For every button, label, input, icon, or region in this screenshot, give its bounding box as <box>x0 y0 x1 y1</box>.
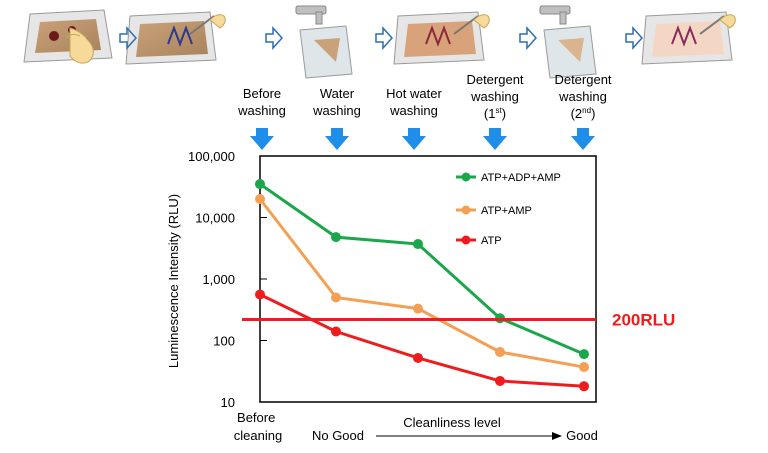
step-label-line: washing <box>470 89 519 104</box>
x-left-label-line-2: cleaning <box>234 428 282 443</box>
step-label: Hot water washing <box>386 86 442 118</box>
flow-arrow-icon <box>375 26 394 50</box>
y-tick-label: 10 <box>221 395 235 410</box>
legend-swatch-point <box>461 235 471 245</box>
data-point <box>331 326 341 337</box>
legend: ATP+ADP+AMP ATP+AMP ATP <box>456 172 561 247</box>
data-point <box>331 292 341 303</box>
flow-arrow-icon <box>519 26 538 50</box>
threshold-label: 200RLU <box>612 310 675 329</box>
step-arrows <box>250 128 595 150</box>
swab-board-icon <box>393 11 490 65</box>
step-down-arrow-icon <box>571 128 595 150</box>
procedure-illustrations <box>23 5 736 79</box>
x-good-label: Good <box>566 428 598 443</box>
swab-board-icon <box>641 11 736 65</box>
data-point <box>579 381 589 392</box>
y-tick-label: 1,000 <box>202 272 235 287</box>
step-label-line: washing <box>237 103 286 118</box>
data-point <box>579 362 589 373</box>
cleanliness-arrow <box>376 432 562 440</box>
step-label-line: washing <box>389 103 438 118</box>
step-label-line: (2nd) <box>571 106 596 121</box>
y-tick-label: 100 <box>213 334 235 349</box>
step-label-line: washing <box>312 103 361 118</box>
data-point <box>331 232 341 243</box>
data-point <box>413 303 423 314</box>
plot-frame <box>259 155 597 403</box>
y-tick-label: 10,000 <box>195 211 235 226</box>
data-point <box>495 375 505 386</box>
y-axis-ticks: 10 100 1,000 10,000 100,000 <box>188 149 267 410</box>
x-left-label: Before cleaning <box>234 410 282 443</box>
legend-swatch-point <box>461 172 471 182</box>
series-line <box>258 198 585 369</box>
data-point <box>255 179 265 190</box>
step-down-arrow-icon <box>325 128 349 150</box>
step-label: Detergent washing (1st) <box>466 72 523 121</box>
data-point <box>255 193 265 204</box>
data-point <box>495 347 505 358</box>
data-point <box>255 289 265 300</box>
x-left-label-line-1: Before <box>237 410 275 425</box>
data-point <box>413 239 423 250</box>
legend-entry-label: ATP+ADP+AMP <box>481 172 561 184</box>
y-axis-label: Luminescence Intensity (RLU) <box>166 194 181 368</box>
step-labels: Before washing Water washing Hot water washin… <box>237 72 612 121</box>
data-point <box>579 349 589 360</box>
step-label-line: Water <box>320 86 355 101</box>
step-label: Before washing <box>237 86 286 118</box>
series-line <box>259 182 585 356</box>
series-group <box>255 179 589 392</box>
flow-arrow-icon <box>265 26 284 50</box>
step-label-line: washing <box>558 89 607 104</box>
faucet-rinse-icon <box>295 5 353 79</box>
x-axis-label: Cleanliness level <box>403 415 501 430</box>
step-label: Water washing <box>312 86 361 118</box>
step-down-arrow-icon <box>483 128 507 150</box>
flow-arrow-icon <box>625 26 644 50</box>
step-label-line: Hot water <box>386 86 442 101</box>
step-down-arrow-icon <box>250 128 274 150</box>
x-no-good-label: No Good <box>312 428 364 443</box>
step-label-line: Before <box>243 86 281 101</box>
legend-entry-label: ATP+AMP <box>481 205 532 217</box>
data-point <box>413 352 423 363</box>
step-down-arrow-icon <box>402 128 426 150</box>
swab-board-icon <box>125 11 226 65</box>
hand-wiping-board-icon <box>23 9 113 64</box>
y-tick-label: 100,000 <box>188 149 235 164</box>
step-label: Detergent washing (2nd) <box>554 72 611 121</box>
step-label-line: (1st) <box>484 106 506 121</box>
flow-arrow-icon <box>119 26 138 50</box>
legend-entry-label: ATP <box>481 235 502 247</box>
faucet-rinse-icon <box>539 5 597 79</box>
step-label-line: Detergent <box>554 72 611 87</box>
step-label-line: Detergent <box>466 72 523 87</box>
legend-swatch-point <box>461 205 471 215</box>
chart: 10 100 1,000 10,000 100,000 Luminescence Int… <box>166 149 675 443</box>
